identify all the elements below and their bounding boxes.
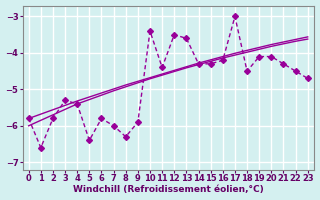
X-axis label: Windchill (Refroidissement éolien,°C): Windchill (Refroidissement éolien,°C) xyxy=(73,185,264,194)
